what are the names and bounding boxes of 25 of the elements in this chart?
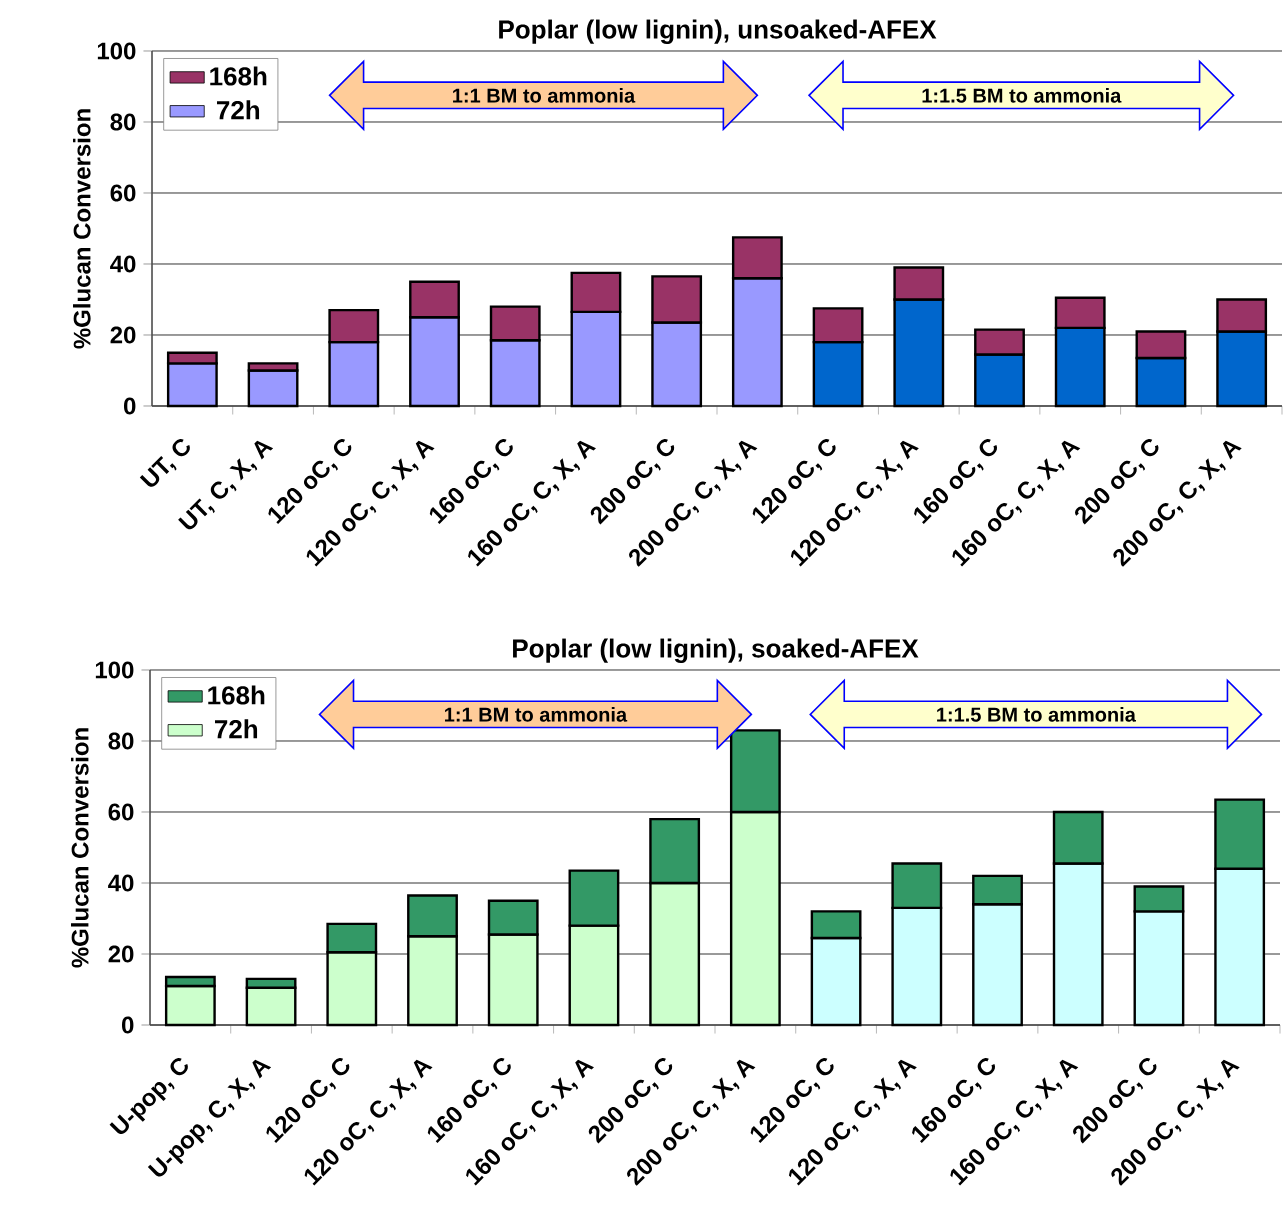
annotation: 1:1 BM to ammonia bbox=[453, 88, 636, 103]
y-tick-label: 20 bbox=[110, 326, 136, 344]
y-tick-label: 100 bbox=[97, 42, 136, 60]
y-tick-label: 0 bbox=[122, 1016, 134, 1034]
y-tick-label: 40 bbox=[108, 874, 134, 892]
y-tick-label: 80 bbox=[108, 732, 134, 750]
y-tick-label: 40 bbox=[110, 255, 136, 273]
legend-label: 72h bbox=[217, 100, 260, 120]
x-tick-label: UT, C bbox=[139, 438, 190, 487]
annotation: 1:1 BM to ammonia bbox=[444, 707, 628, 722]
annotation: 1:1.5 BM to ammonia bbox=[922, 88, 1122, 103]
y-tick-label: 100 bbox=[95, 661, 134, 679]
y-tick-label: 0 bbox=[124, 397, 136, 415]
y-axis-title: %Glucan Conversion bbox=[71, 728, 89, 968]
legend-label: 168h bbox=[208, 685, 265, 705]
y-tick-label: 20 bbox=[108, 945, 134, 963]
y-tick-label: 60 bbox=[108, 803, 134, 821]
y-axis-title: %Glucan Conversion bbox=[73, 109, 91, 349]
legend-label: 168h bbox=[210, 66, 267, 86]
chart-title: Poplar (low lignin), soaked-AFEX bbox=[513, 638, 919, 663]
chart-title: Poplar (low lignin), unsoaked-AFEX bbox=[499, 19, 937, 44]
annotation: 1:1.5 BM to ammonia bbox=[937, 707, 1136, 722]
legend-label: 72h bbox=[215, 719, 258, 739]
y-tick-label: 80 bbox=[110, 113, 136, 131]
y-tick-label: 60 bbox=[110, 184, 136, 202]
